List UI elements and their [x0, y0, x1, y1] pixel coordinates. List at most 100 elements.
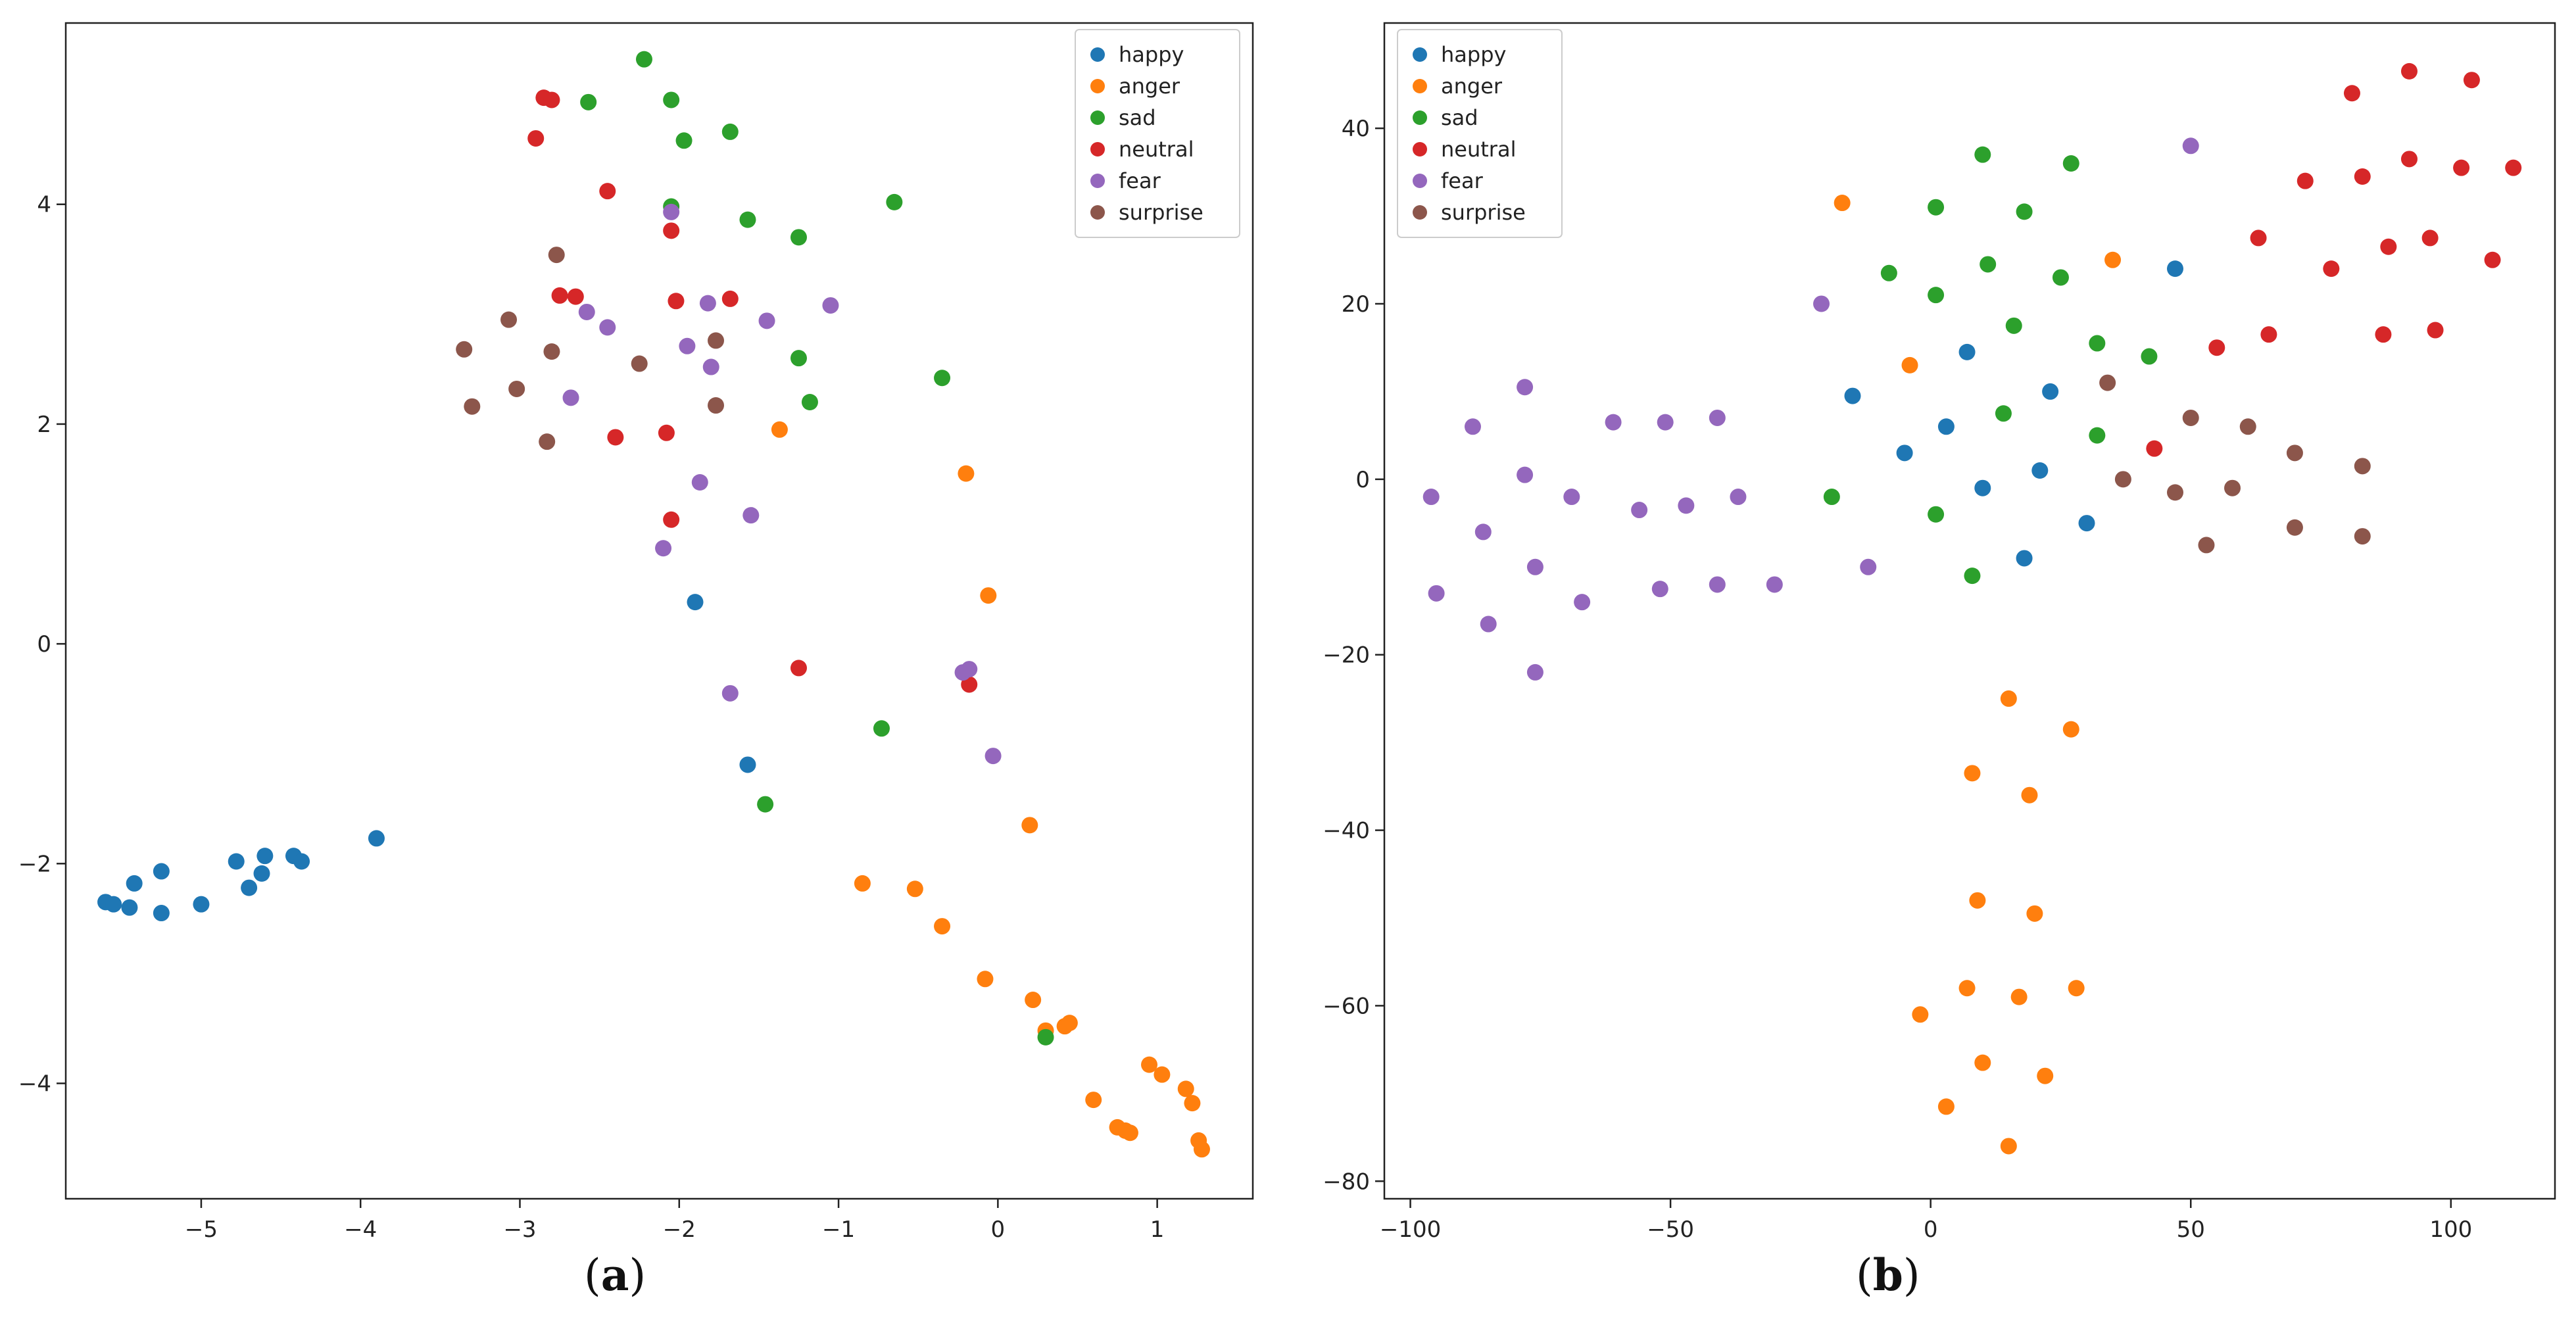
point-anger	[2026, 905, 2043, 922]
point-anger	[934, 918, 951, 935]
point-neutral	[721, 290, 739, 307]
point-anger	[2104, 251, 2122, 268]
point-neutral	[2208, 339, 2225, 356]
point-surprise	[2286, 519, 2303, 536]
point-surprise	[2354, 528, 2371, 545]
point-fear	[1422, 489, 1440, 506]
point-anger	[1969, 892, 1986, 909]
point-sad	[1974, 146, 1991, 163]
legend-label-neutral: neutral	[1441, 137, 1516, 162]
point-neutral	[2453, 159, 2470, 176]
point-neutral	[2146, 440, 2163, 457]
legend-label-happy: happy	[1441, 42, 1506, 67]
y-tick-label: 2	[37, 412, 51, 438]
legend-marker-surprise	[1413, 205, 1427, 220]
legend-label-surprise: surprise	[1441, 200, 1526, 225]
point-happy	[256, 848, 274, 865]
point-sad	[2062, 155, 2079, 172]
point-neutral	[2484, 251, 2501, 268]
legend-marker-neutral	[1413, 142, 1427, 157]
point-fear	[1526, 663, 1543, 681]
y-tick-label: −60	[1323, 993, 1370, 1019]
point-neutral	[2354, 168, 2371, 185]
point-surprise	[2286, 445, 2303, 462]
point-anger	[1141, 1056, 1158, 1073]
y-tick-label: 20	[1342, 291, 1370, 318]
point-anger	[771, 421, 788, 438]
point-fear	[702, 358, 719, 375]
point-surprise	[2114, 471, 2131, 488]
point-surprise	[708, 332, 725, 349]
point-happy	[2166, 260, 2183, 277]
y-tick-label: −2	[18, 851, 51, 877]
point-fear	[1657, 414, 1674, 431]
point-happy	[1937, 418, 1955, 435]
point-sad	[1823, 489, 1840, 506]
point-fear	[691, 473, 708, 491]
point-neutral	[2400, 62, 2418, 80]
point-sad	[1964, 567, 1981, 585]
point-sad	[1880, 264, 1897, 281]
y-tick-label: 4	[37, 192, 51, 218]
point-sad	[1980, 256, 1997, 273]
point-happy	[2042, 383, 2059, 400]
point-fear	[655, 540, 672, 557]
point-anger	[2062, 721, 2079, 738]
x-tick-label: 0	[991, 1217, 1006, 1243]
y-tick-label: −20	[1323, 642, 1370, 669]
series-sad	[580, 51, 1054, 1046]
legend-label-anger: anger	[1119, 74, 1180, 99]
point-surprise	[2224, 479, 2241, 496]
point-fear	[1474, 523, 1492, 541]
series-happy	[97, 594, 756, 922]
chart-panel-a: −5 −4 −3 −2 −1 0 1 −4 −2 0 2 4 happy anger sad neutral f…	[18, 22, 1254, 1243]
x-tick-label: −4	[344, 1217, 377, 1243]
point-happy	[1974, 479, 1991, 496]
point-surprise	[2099, 374, 2116, 391]
point-sad	[580, 93, 597, 110]
point-happy	[687, 594, 704, 611]
point-happy	[193, 896, 210, 913]
point-neutral	[663, 511, 680, 528]
point-anger	[854, 875, 871, 892]
plot-frame	[1383, 22, 2556, 1200]
point-anger	[1937, 1098, 1955, 1115]
legend-label-sad: sad	[1119, 105, 1156, 130]
point-anger	[1964, 765, 1981, 782]
legend-label-sad: sad	[1441, 105, 1478, 130]
point-sad	[790, 229, 807, 246]
point-anger	[1834, 195, 1851, 212]
series-surprise	[456, 247, 725, 450]
point-sad	[739, 211, 756, 228]
point-surprise	[464, 398, 481, 415]
point-anger	[977, 971, 994, 988]
point-fear	[1563, 489, 1580, 506]
point-sad	[801, 394, 818, 411]
point-surprise	[548, 247, 565, 264]
y-tick-label: 0	[1355, 467, 1370, 493]
point-happy	[1844, 387, 1861, 404]
point-neutral	[543, 91, 560, 108]
point-happy	[121, 899, 138, 916]
point-happy	[739, 756, 756, 773]
point-neutral	[527, 130, 545, 147]
point-neutral	[607, 429, 624, 446]
point-anger	[2068, 980, 2085, 997]
point-anger	[1121, 1124, 1138, 1142]
point-fear	[562, 389, 579, 406]
point-neutral	[2463, 72, 2480, 89]
point-neutral	[2297, 172, 2314, 189]
legend-label-surprise: surprise	[1119, 200, 1203, 225]
x-tick-label: −50	[1647, 1217, 1694, 1243]
point-fear	[1709, 409, 1726, 426]
legend-label-happy: happy	[1119, 42, 1184, 67]
point-fear	[1766, 576, 1783, 593]
point-surprise	[2198, 537, 2215, 554]
x-tick-label: −1	[822, 1217, 855, 1243]
x-tick-label: −2	[663, 1217, 696, 1243]
point-neutral	[2400, 151, 2418, 168]
legend-label-fear: fear	[1119, 168, 1161, 193]
legend-box	[1397, 29, 1563, 238]
point-fear	[1730, 489, 1747, 506]
point-surprise	[2354, 458, 2371, 475]
